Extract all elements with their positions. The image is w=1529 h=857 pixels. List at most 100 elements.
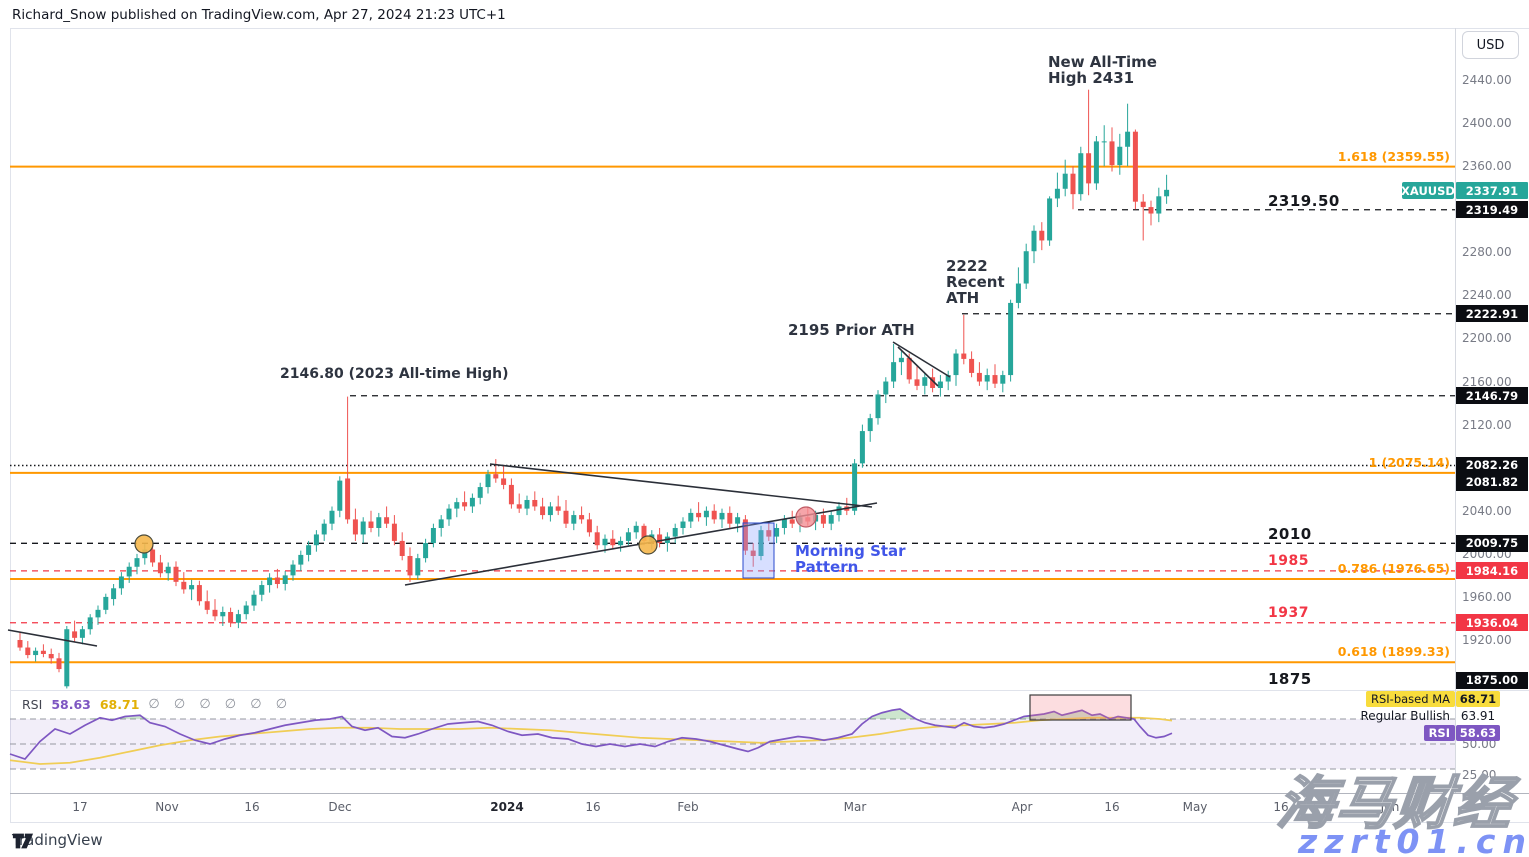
candle-body bbox=[1156, 196, 1162, 214]
time-tick-Feb[interactable]: Feb bbox=[677, 800, 699, 814]
trendline bbox=[892, 341, 951, 378]
level-side-label: 2319.50 bbox=[1268, 191, 1340, 210]
candle-body bbox=[898, 357, 904, 363]
publish-header: Richard_Snow published on TradingView.co… bbox=[12, 7, 506, 23]
candle-body bbox=[1078, 153, 1084, 195]
candle-body bbox=[204, 601, 210, 610]
candle-body bbox=[415, 558, 421, 576]
candle-body bbox=[345, 478, 351, 520]
time-tick-Dec[interactable]: Dec bbox=[328, 800, 352, 814]
candle-body bbox=[976, 372, 982, 382]
candle-body bbox=[727, 512, 733, 524]
price-level-badge-2146.79: 2146.79 bbox=[1456, 387, 1528, 405]
candle-body bbox=[274, 577, 280, 584]
time-tick-16[interactable]: 16 bbox=[1104, 800, 1120, 814]
candle-body bbox=[485, 474, 491, 488]
candle-body bbox=[103, 596, 109, 610]
fib-level-label: 0.786 (1976.65) bbox=[1337, 560, 1450, 576]
candle-body bbox=[17, 639, 23, 648]
candle-body bbox=[532, 499, 538, 507]
candle-body bbox=[423, 543, 429, 559]
candle-body bbox=[618, 540, 624, 546]
time-tick-16[interactable]: 16 bbox=[244, 800, 260, 814]
candle-body bbox=[867, 418, 873, 432]
candle-body bbox=[118, 576, 124, 589]
time-tick-17[interactable]: 17 bbox=[72, 800, 88, 814]
candle-body bbox=[820, 515, 826, 524]
time-tick-16[interactable]: 16 bbox=[1273, 800, 1289, 814]
candle-body bbox=[454, 502, 460, 509]
candle-body bbox=[259, 585, 265, 595]
candle-body bbox=[937, 381, 943, 388]
currency-usd-button[interactable]: USD bbox=[1462, 31, 1519, 59]
candle-body bbox=[173, 566, 179, 582]
annotation-ath-2023: 2146.80 (2023 All-time High) bbox=[280, 366, 509, 382]
rsi-divergence-value: 63.91 bbox=[1460, 709, 1496, 723]
fib-level-label: 1 (2075.14) bbox=[1368, 454, 1450, 470]
candle-body bbox=[1062, 173, 1068, 189]
price-tick: 2440.00 bbox=[1462, 73, 1512, 87]
watermark-url: zzrt01.cn bbox=[1298, 822, 1529, 857]
tradingview-logo-text[interactable]: TradingView bbox=[12, 831, 103, 849]
candle-body bbox=[25, 647, 31, 656]
price-level-badge-2082.26: 2082.26 bbox=[1456, 456, 1528, 474]
rsi-legend-empty-slots: ∅ ∅ ∅ ∅ ∅ ∅ bbox=[148, 697, 293, 712]
candle-body bbox=[992, 375, 998, 384]
candle-body bbox=[789, 519, 795, 524]
candle-body bbox=[625, 532, 631, 541]
rsi-ma-value-badge: 68.71 bbox=[1456, 691, 1500, 707]
candle-body bbox=[165, 566, 171, 574]
candle-body bbox=[150, 549, 156, 563]
candle-body bbox=[1140, 201, 1146, 208]
candle-body bbox=[399, 540, 405, 556]
candle-body bbox=[1132, 131, 1138, 202]
candle-body bbox=[1148, 207, 1154, 214]
candle-body bbox=[196, 585, 202, 602]
candle-body bbox=[742, 519, 748, 551]
morning-star-highlight-box bbox=[742, 522, 775, 579]
price-tick: 2040.00 bbox=[1462, 503, 1512, 518]
candle-body bbox=[313, 534, 319, 546]
price-level-badge-2319.49: 2319.49 bbox=[1456, 201, 1528, 219]
price-tick: 2240.00 bbox=[1462, 288, 1512, 303]
candle-body bbox=[352, 519, 358, 535]
rsi-value-badge: 58.63 bbox=[1456, 725, 1500, 741]
candle-body bbox=[688, 512, 694, 522]
time-tick-May[interactable]: May bbox=[1182, 800, 1208, 814]
candle-body bbox=[337, 480, 343, 511]
candle-body bbox=[306, 545, 312, 555]
candle-body bbox=[758, 530, 764, 556]
price-tick: 2400.00 bbox=[1462, 116, 1512, 131]
candle-body bbox=[1047, 198, 1053, 241]
candle-body bbox=[891, 362, 897, 382]
candle-body bbox=[290, 564, 296, 576]
candle-body bbox=[48, 653, 54, 659]
candle-body bbox=[984, 375, 990, 382]
candle-body bbox=[828, 515, 834, 524]
time-tick-Jun[interactable]: Jun bbox=[1380, 800, 1400, 814]
candle-body bbox=[875, 394, 881, 419]
tradingview-logo-icon bbox=[12, 833, 34, 849]
time-tick-Nov[interactable]: Nov bbox=[155, 800, 179, 814]
candle-body bbox=[1125, 131, 1131, 147]
time-tick-16[interactable]: 16 bbox=[585, 800, 601, 814]
candle-body bbox=[859, 431, 865, 464]
candle-body bbox=[407, 555, 413, 576]
candle-body bbox=[508, 484, 514, 505]
candle-body bbox=[774, 527, 780, 537]
time-tick-Mar[interactable]: Mar bbox=[843, 800, 867, 814]
rsi-badge: RSI bbox=[1423, 725, 1455, 741]
rsi-legend-title[interactable]: RSI bbox=[22, 697, 43, 712]
candle-body bbox=[540, 506, 546, 516]
time-tick-2024[interactable]: 2024 bbox=[490, 800, 524, 814]
yellow-marker-circle bbox=[134, 534, 154, 554]
last-price-badge: 2337.91 bbox=[1456, 182, 1528, 199]
price-level-badge-1984.16: 1984.16 bbox=[1456, 562, 1528, 580]
candle-body bbox=[1039, 230, 1045, 241]
trendline bbox=[897, 346, 939, 387]
candle-body bbox=[79, 629, 85, 638]
level-side-label: 2010 bbox=[1268, 525, 1312, 544]
time-tick-Apr[interactable]: Apr bbox=[1011, 800, 1033, 814]
